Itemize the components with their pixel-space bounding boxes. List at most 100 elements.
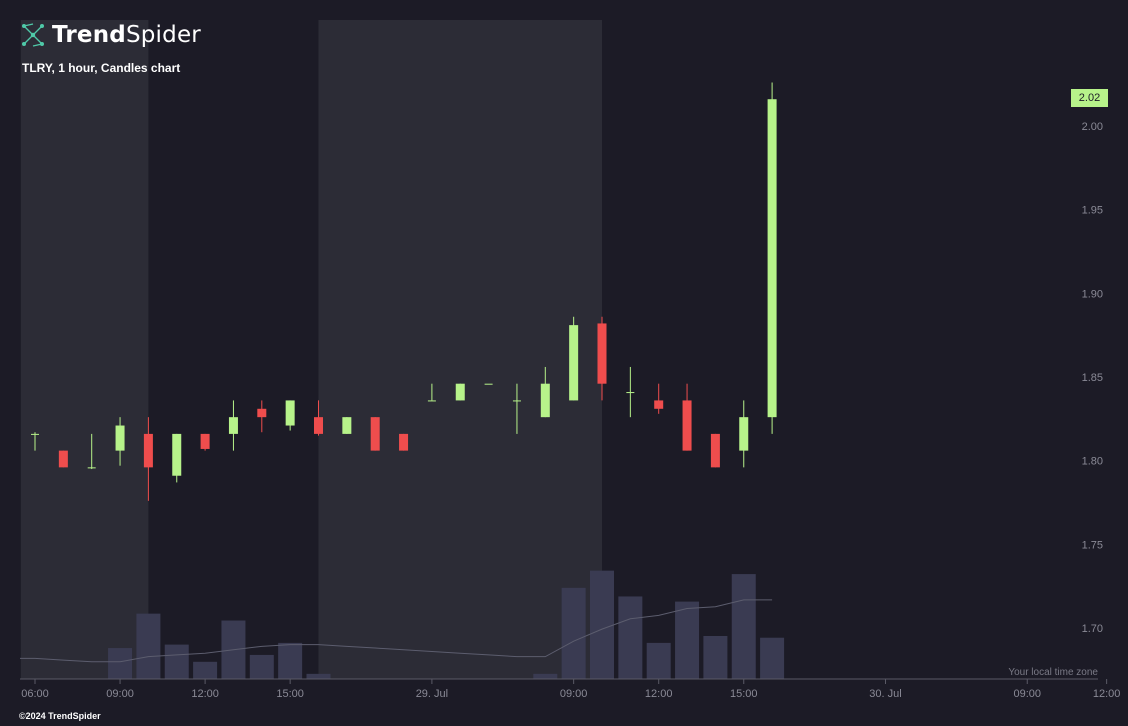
- candle-body: [540, 383, 550, 418]
- volume-bar: [533, 673, 558, 679]
- candle-body: [285, 400, 295, 426]
- candle-body: [314, 417, 323, 434]
- candle: [710, 433, 720, 468]
- candle-body: [710, 433, 720, 468]
- candle-body: [200, 433, 210, 449]
- volume-bar: [164, 644, 189, 679]
- candle-body: [399, 433, 409, 451]
- candle-body: [115, 425, 125, 451]
- x-tick-label: 06:00: [21, 688, 49, 700]
- chart-subtitle: TLRY, 1 hour, Candles chart: [22, 61, 181, 75]
- candle: [172, 433, 182, 483]
- candle: [455, 383, 465, 401]
- session-shade: [318, 20, 602, 679]
- y-tick-label: 2.00: [1082, 121, 1103, 133]
- candle: [569, 316, 579, 401]
- candle: [767, 82, 777, 434]
- y-tick-label: 1.90: [1082, 288, 1103, 300]
- price-axis[interactable]: 2.00 1.95 1.90 1.85 1.80 1.75 1.70: [1082, 121, 1103, 635]
- volume-bar: [193, 661, 218, 679]
- candle: [58, 450, 68, 468]
- candle: [257, 400, 267, 433]
- volume-bar: [108, 648, 133, 679]
- volume-bar: [760, 637, 785, 679]
- candle: [200, 433, 210, 451]
- candle: [540, 366, 550, 418]
- candle-body: [342, 417, 352, 434]
- candle-body: [58, 450, 68, 468]
- candle-body: [682, 400, 692, 451]
- x-tick-label: 30. Jul: [869, 688, 901, 700]
- candle: [228, 400, 238, 451]
- candle-body: [143, 433, 153, 468]
- candle-body: [87, 467, 96, 469]
- x-tick-label: 15:00: [730, 688, 758, 700]
- candle-body: [569, 325, 579, 401]
- volume-bar: [278, 642, 303, 679]
- candle-body: [31, 433, 39, 435]
- candle: [31, 432, 39, 451]
- last-price-label: 2.02: [1071, 89, 1108, 107]
- candle-body: [172, 433, 182, 476]
- candle: [739, 400, 749, 468]
- candle-body: [626, 392, 635, 394]
- copyright: ©2024 TrendSpider: [19, 711, 101, 721]
- candle-body: [739, 417, 749, 451]
- x-tick-label: 12:00: [1093, 688, 1121, 700]
- x-tick-label: 09:00: [106, 688, 134, 700]
- candle-body: [370, 417, 380, 451]
- volume-ma-line: [20, 599, 773, 663]
- x-tick-label: 12:00: [645, 688, 673, 700]
- volume-bar: [646, 642, 671, 679]
- volume-bars: [108, 570, 785, 679]
- candle-body: [455, 383, 465, 401]
- candle: [314, 400, 323, 436]
- candle: [484, 383, 493, 385]
- spider-network-icon: [22, 23, 44, 47]
- candle: [654, 383, 664, 414]
- candle: [626, 366, 635, 418]
- candle-body: [597, 323, 607, 384]
- session-shade: [20, 20, 149, 679]
- volume-bar: [703, 636, 728, 679]
- trendspider-logo: TrendSpider: [20, 22, 201, 48]
- x-tick-label: 15:00: [276, 688, 304, 700]
- candle-body: [257, 408, 267, 418]
- y-tick-label: 1.95: [1082, 205, 1103, 217]
- time-axis[interactable]: 06:00 09:00 12:00 15:00 29. Jul 09:00 12:00 15:…: [20, 678, 1121, 700]
- session-shading: [20, 20, 602, 679]
- candle-body: [512, 400, 521, 402]
- x-tick-label: 09:00: [560, 688, 588, 700]
- volume-bar: [590, 570, 614, 679]
- y-tick-label: 1.85: [1082, 372, 1103, 384]
- volume-bar: [561, 587, 586, 679]
- volume-bar: [249, 654, 274, 679]
- candle: [512, 383, 521, 434]
- x-tick-label: 12:00: [191, 688, 219, 700]
- candles[interactable]: [31, 82, 777, 501]
- candle: [682, 383, 692, 451]
- candle: [427, 383, 436, 402]
- candle-body: [228, 417, 238, 434]
- candle-body: [767, 99, 777, 418]
- volume-moving-average: [20, 599, 773, 663]
- volume-bar: [136, 613, 161, 679]
- x-tick-label: 29. Jul: [416, 688, 448, 700]
- candle: [399, 433, 409, 451]
- volume-bar: [731, 574, 756, 679]
- candle: [342, 417, 352, 434]
- candle: [143, 417, 153, 501]
- candle: [285, 400, 295, 431]
- volume-bar: [306, 673, 331, 679]
- y-tick-label: 1.75: [1082, 539, 1103, 551]
- candle-body: [654, 400, 664, 409]
- candle: [370, 417, 380, 451]
- y-tick-label: 1.80: [1082, 456, 1103, 468]
- candle-body: [427, 400, 436, 402]
- x-tick-label: 09:00: [1013, 688, 1041, 700]
- candle: [115, 417, 125, 466]
- brand-name: TrendSpider: [52, 22, 201, 48]
- candle: [597, 316, 607, 401]
- y-tick-label: 1.70: [1082, 623, 1103, 635]
